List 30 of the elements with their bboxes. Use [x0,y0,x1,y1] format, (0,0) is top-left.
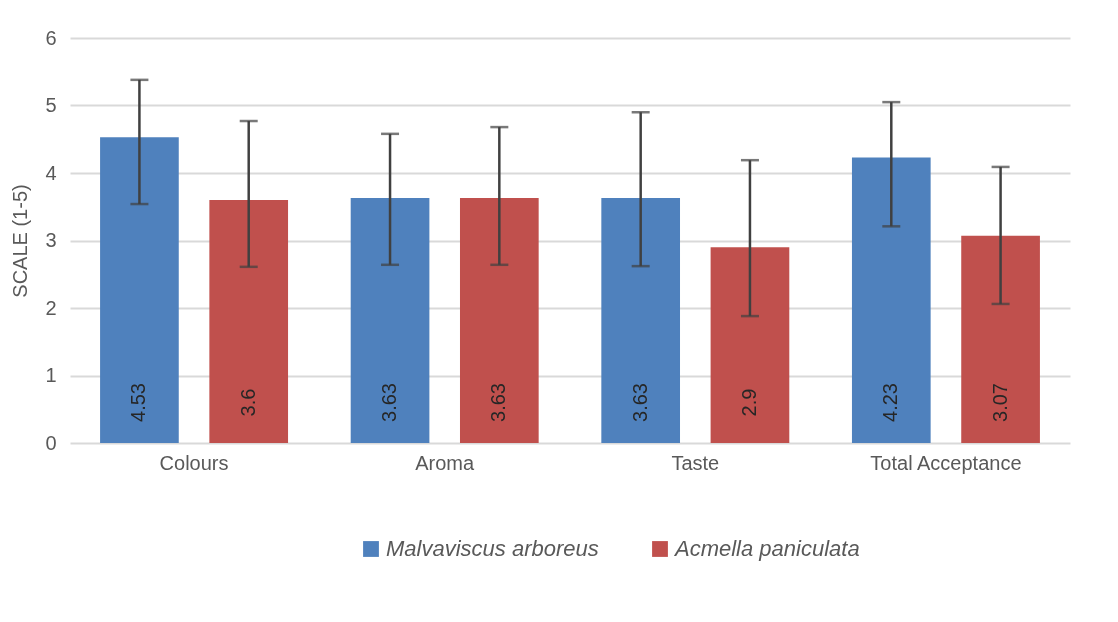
bar [350,197,430,443]
x-tick-label: Total Acceptance [870,451,1022,474]
legend-label: Acmella paniculata [673,536,860,561]
bar [710,247,790,443]
data-label: 2.9 [737,388,760,417]
data-label: 3.6 [236,388,259,417]
x-tick-label: Taste [671,451,720,474]
y-tick-label: 0 [45,431,57,454]
bar [601,197,681,443]
data-label: 3.63 [378,383,401,422]
bar [100,137,179,443]
bar [459,197,539,443]
y-tick-label: 6 [45,26,57,49]
y-tick-label: 3 [45,229,57,251]
y-tick-label: 4 [45,161,57,184]
data-label: 3.63 [628,383,651,422]
data-label: 3.63 [487,383,510,422]
data-label: 3.07 [988,383,1011,422]
y-tick-label: 1 [45,364,57,386]
legend-label: Malvaviscus arboreus [386,536,599,561]
x-tick-label: Aroma [415,451,476,474]
bar [209,200,289,443]
bar [961,235,1040,443]
data-label: 4.23 [879,383,902,422]
bar [851,157,931,443]
y-tick-label: 2 [45,296,57,319]
y-axis-title: SCALE (1-5) [9,184,32,298]
x-tick-label: Colours [159,451,229,474]
y-tick-label: 5 [45,94,57,116]
data-label: 4.53 [127,383,150,422]
